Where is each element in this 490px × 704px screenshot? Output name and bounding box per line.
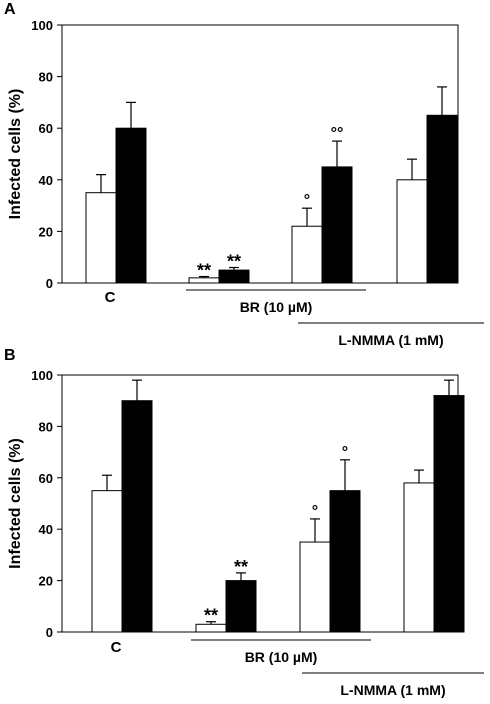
y-tick-label: 60: [39, 471, 53, 486]
significance-mark: **: [204, 606, 218, 626]
y-tick-label: 0: [46, 276, 53, 291]
y-axis-label: Infected cells (%): [7, 438, 24, 569]
y-axis-label: Infected cells (%): [7, 89, 24, 220]
bar-group1-series2: [121, 400, 153, 633]
bar-group2-series2: [225, 580, 257, 633]
bar-group1-series1: [91, 490, 123, 633]
significance-mark: **: [234, 557, 248, 577]
bracket-label: BR (10 µM): [245, 649, 318, 665]
panel-label: A: [4, 1, 16, 18]
significance-mark: **: [197, 261, 211, 281]
significance-mark: **: [227, 252, 241, 272]
bar-group3-series2: [329, 490, 361, 633]
bracket-label: L-NMMA (1 mM): [338, 332, 443, 348]
bar-group4-series2: [433, 395, 465, 633]
bar-group1-series1: [85, 192, 117, 284]
panel-b: B 0 20 40 60 80 100 Infected cells (%) C ** ** ° ° BR…: [4, 347, 484, 698]
y-tick-label: 0: [46, 625, 53, 640]
significance-mark: °: [312, 503, 318, 520]
plot-frame: [61, 24, 459, 284]
y-tick-label: 80: [39, 419, 53, 434]
bracket-label: BR (10 µM): [240, 299, 313, 315]
y-tick-label: 100: [31, 18, 53, 33]
bar-group2-series2: [218, 269, 250, 284]
bar-group3-series1: [291, 225, 323, 284]
y-tick-label: 60: [39, 121, 53, 136]
y-tick-label: 80: [39, 70, 53, 85]
y-tick-label: 40: [39, 522, 53, 537]
y-tick-label: 20: [39, 574, 53, 589]
bar-group4-series1: [403, 482, 435, 633]
bracket-label: L-NMMA (1 mM): [340, 682, 445, 698]
category-label: C: [111, 639, 122, 656]
significance-mark: °°: [331, 125, 344, 142]
bar-group3-series1: [299, 541, 331, 633]
y-tick-label: 40: [39, 173, 53, 188]
panel-label: B: [4, 347, 16, 364]
bar-group4-series2: [426, 114, 458, 284]
y-tick-label: 20: [39, 224, 53, 239]
bar-group1-series2: [115, 127, 147, 284]
bar-group4-series1: [396, 179, 428, 284]
y-tick-label: 100: [31, 368, 53, 383]
significance-mark: °: [304, 192, 310, 209]
significance-mark: °: [342, 444, 348, 461]
category-label: C: [105, 289, 116, 306]
bar-group3-series2: [321, 166, 353, 284]
